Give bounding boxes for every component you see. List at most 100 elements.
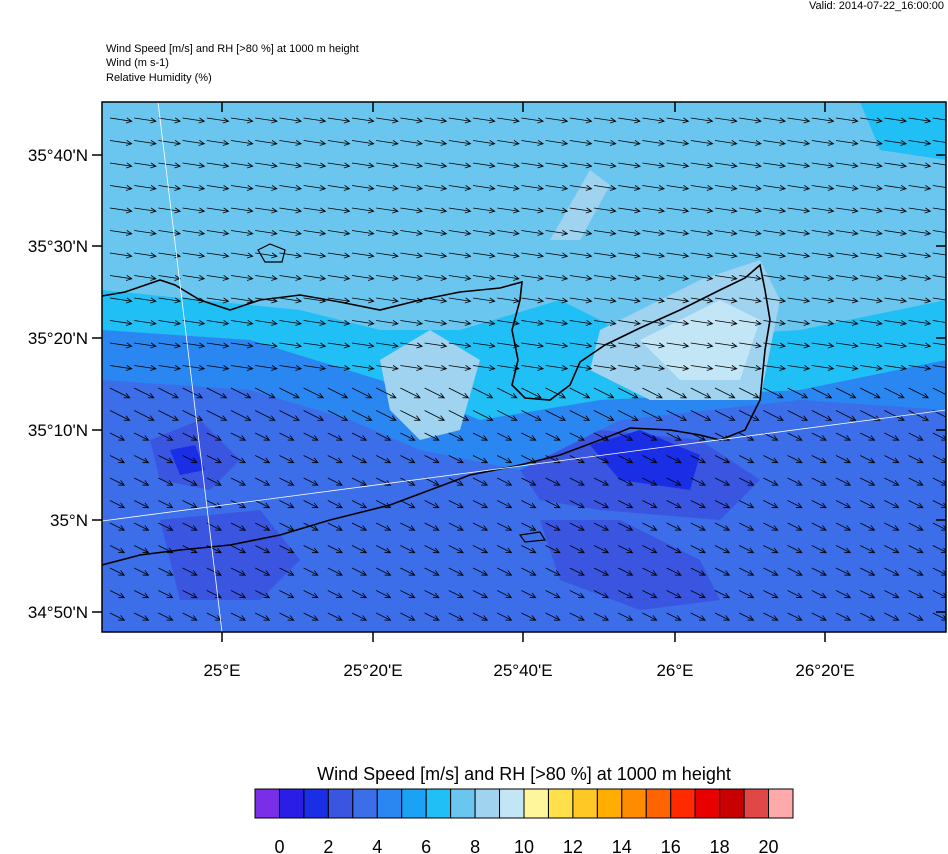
arrow	[351, 185, 375, 191]
arrow	[811, 297, 835, 304]
arrow	[376, 567, 392, 576]
arrow	[521, 185, 545, 191]
arrow	[666, 365, 690, 371]
arrow	[255, 252, 278, 259]
arrow	[908, 185, 932, 191]
arrow	[182, 500, 198, 509]
arrow	[908, 567, 924, 576]
arrow	[835, 522, 852, 531]
arrow	[908, 252, 932, 259]
arrow	[569, 207, 593, 214]
arrow	[472, 297, 496, 304]
arrow	[521, 410, 542, 421]
arrow	[424, 275, 448, 281]
arrow	[932, 252, 946, 256]
arrow	[400, 410, 421, 421]
colorbar-label: 14	[612, 837, 632, 854]
arrow	[835, 590, 852, 599]
arrow	[230, 207, 254, 214]
arrow	[255, 117, 278, 124]
arrow	[763, 252, 787, 259]
arrow	[569, 162, 593, 169]
arrow	[400, 432, 416, 441]
arrow	[787, 140, 811, 146]
arrow	[255, 612, 271, 621]
arrow	[472, 185, 496, 191]
arrow	[303, 275, 327, 281]
arrow	[255, 387, 276, 399]
arrow	[109, 252, 133, 259]
arrow	[497, 185, 520, 191]
arrow	[860, 590, 876, 599]
arrow	[448, 162, 472, 169]
arrow	[618, 207, 641, 214]
arrow	[835, 117, 859, 124]
arrow	[811, 230, 835, 236]
arrow	[618, 117, 641, 124]
arrow	[424, 567, 440, 576]
arrow	[497, 477, 513, 486]
arrow	[303, 342, 327, 349]
arrow	[109, 567, 126, 576]
arrow	[812, 636, 826, 643]
arrow	[884, 162, 908, 169]
arrow	[255, 522, 271, 531]
arrow	[642, 636, 656, 643]
arrow	[835, 207, 859, 214]
arrow	[714, 297, 738, 304]
arrow	[763, 387, 784, 399]
arrow	[690, 117, 714, 124]
arrow	[400, 117, 424, 124]
arrow	[593, 387, 615, 399]
colorbar-label: 16	[661, 837, 681, 854]
arrow	[109, 477, 126, 486]
arrow	[545, 365, 569, 371]
arrow	[569, 410, 591, 421]
arrow	[497, 117, 520, 124]
arrow	[932, 230, 946, 233]
arrow	[400, 365, 424, 371]
arrow	[545, 207, 569, 214]
arrow	[642, 162, 666, 169]
arrow	[521, 252, 545, 259]
arrow	[908, 297, 932, 304]
arrow	[206, 455, 222, 464]
arrow	[400, 522, 416, 531]
arrow	[497, 567, 513, 576]
arrow	[497, 140, 520, 146]
arrow	[351, 117, 375, 124]
arrow	[714, 522, 731, 531]
arrow	[787, 297, 811, 304]
colorbar-box	[645, 788, 672, 819]
arrow	[327, 230, 351, 236]
arrow	[884, 455, 900, 464]
arrow	[763, 365, 787, 371]
arrow	[182, 230, 206, 236]
arrow	[618, 230, 641, 236]
arrow	[448, 567, 464, 576]
arrow	[690, 567, 706, 576]
arrow	[182, 342, 206, 349]
arrow	[884, 140, 908, 146]
colorbar-box	[572, 788, 598, 819]
arrow	[860, 207, 883, 214]
arrow	[884, 297, 908, 304]
arrow	[739, 636, 753, 643]
arrow	[134, 500, 150, 509]
arrow	[714, 590, 731, 599]
colorbar-box	[768, 788, 794, 819]
arrow	[932, 185, 946, 188]
arrow	[376, 117, 399, 124]
arrow	[303, 455, 319, 464]
arrow	[618, 636, 632, 643]
arrow	[763, 567, 779, 576]
arrow	[763, 612, 779, 621]
arrow	[376, 432, 392, 441]
arrow	[618, 500, 634, 509]
arrow	[835, 297, 859, 304]
arrow	[593, 545, 610, 554]
arrow	[739, 522, 755, 531]
arrow	[303, 432, 319, 441]
arrow	[811, 567, 827, 576]
arrow	[642, 297, 666, 304]
